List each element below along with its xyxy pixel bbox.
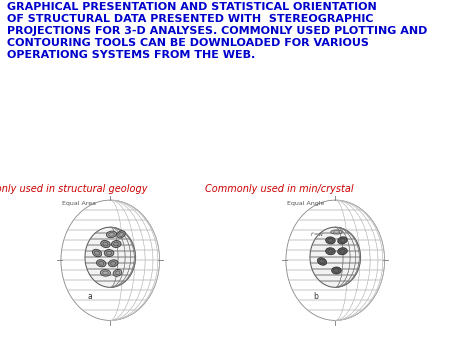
Ellipse shape <box>338 237 347 244</box>
Ellipse shape <box>101 240 110 248</box>
Text: Equal Angle: Equal Angle <box>287 201 324 206</box>
Ellipse shape <box>113 269 122 276</box>
Text: GRAPHICAL PRESENTATION AND STATISTICAL ORIENTATION
OF STRUCTURAL DATA PRESENTED : GRAPHICAL PRESENTATION AND STATISTICAL O… <box>7 2 427 60</box>
Text: b: b <box>313 292 318 301</box>
Ellipse shape <box>331 230 342 234</box>
Text: a: a <box>88 292 93 301</box>
Ellipse shape <box>100 270 111 276</box>
Ellipse shape <box>326 248 335 255</box>
Ellipse shape <box>117 231 125 238</box>
Ellipse shape <box>108 260 118 267</box>
Text: Commonly used in structural geology: Commonly used in structural geology <box>0 184 148 194</box>
Text: r'=w: r'=w <box>310 232 324 237</box>
Ellipse shape <box>338 248 347 255</box>
Polygon shape <box>85 227 135 287</box>
Ellipse shape <box>326 237 335 244</box>
Ellipse shape <box>92 249 102 257</box>
Polygon shape <box>310 227 360 287</box>
Ellipse shape <box>106 231 117 238</box>
Text: Equal Area: Equal Area <box>62 201 96 206</box>
Polygon shape <box>61 200 160 320</box>
Ellipse shape <box>104 249 114 257</box>
Ellipse shape <box>317 258 327 265</box>
Ellipse shape <box>96 260 106 267</box>
Ellipse shape <box>112 241 121 247</box>
Polygon shape <box>286 200 385 320</box>
Ellipse shape <box>332 267 341 274</box>
Text: Commonly used in min/crystal: Commonly used in min/crystal <box>205 184 353 194</box>
